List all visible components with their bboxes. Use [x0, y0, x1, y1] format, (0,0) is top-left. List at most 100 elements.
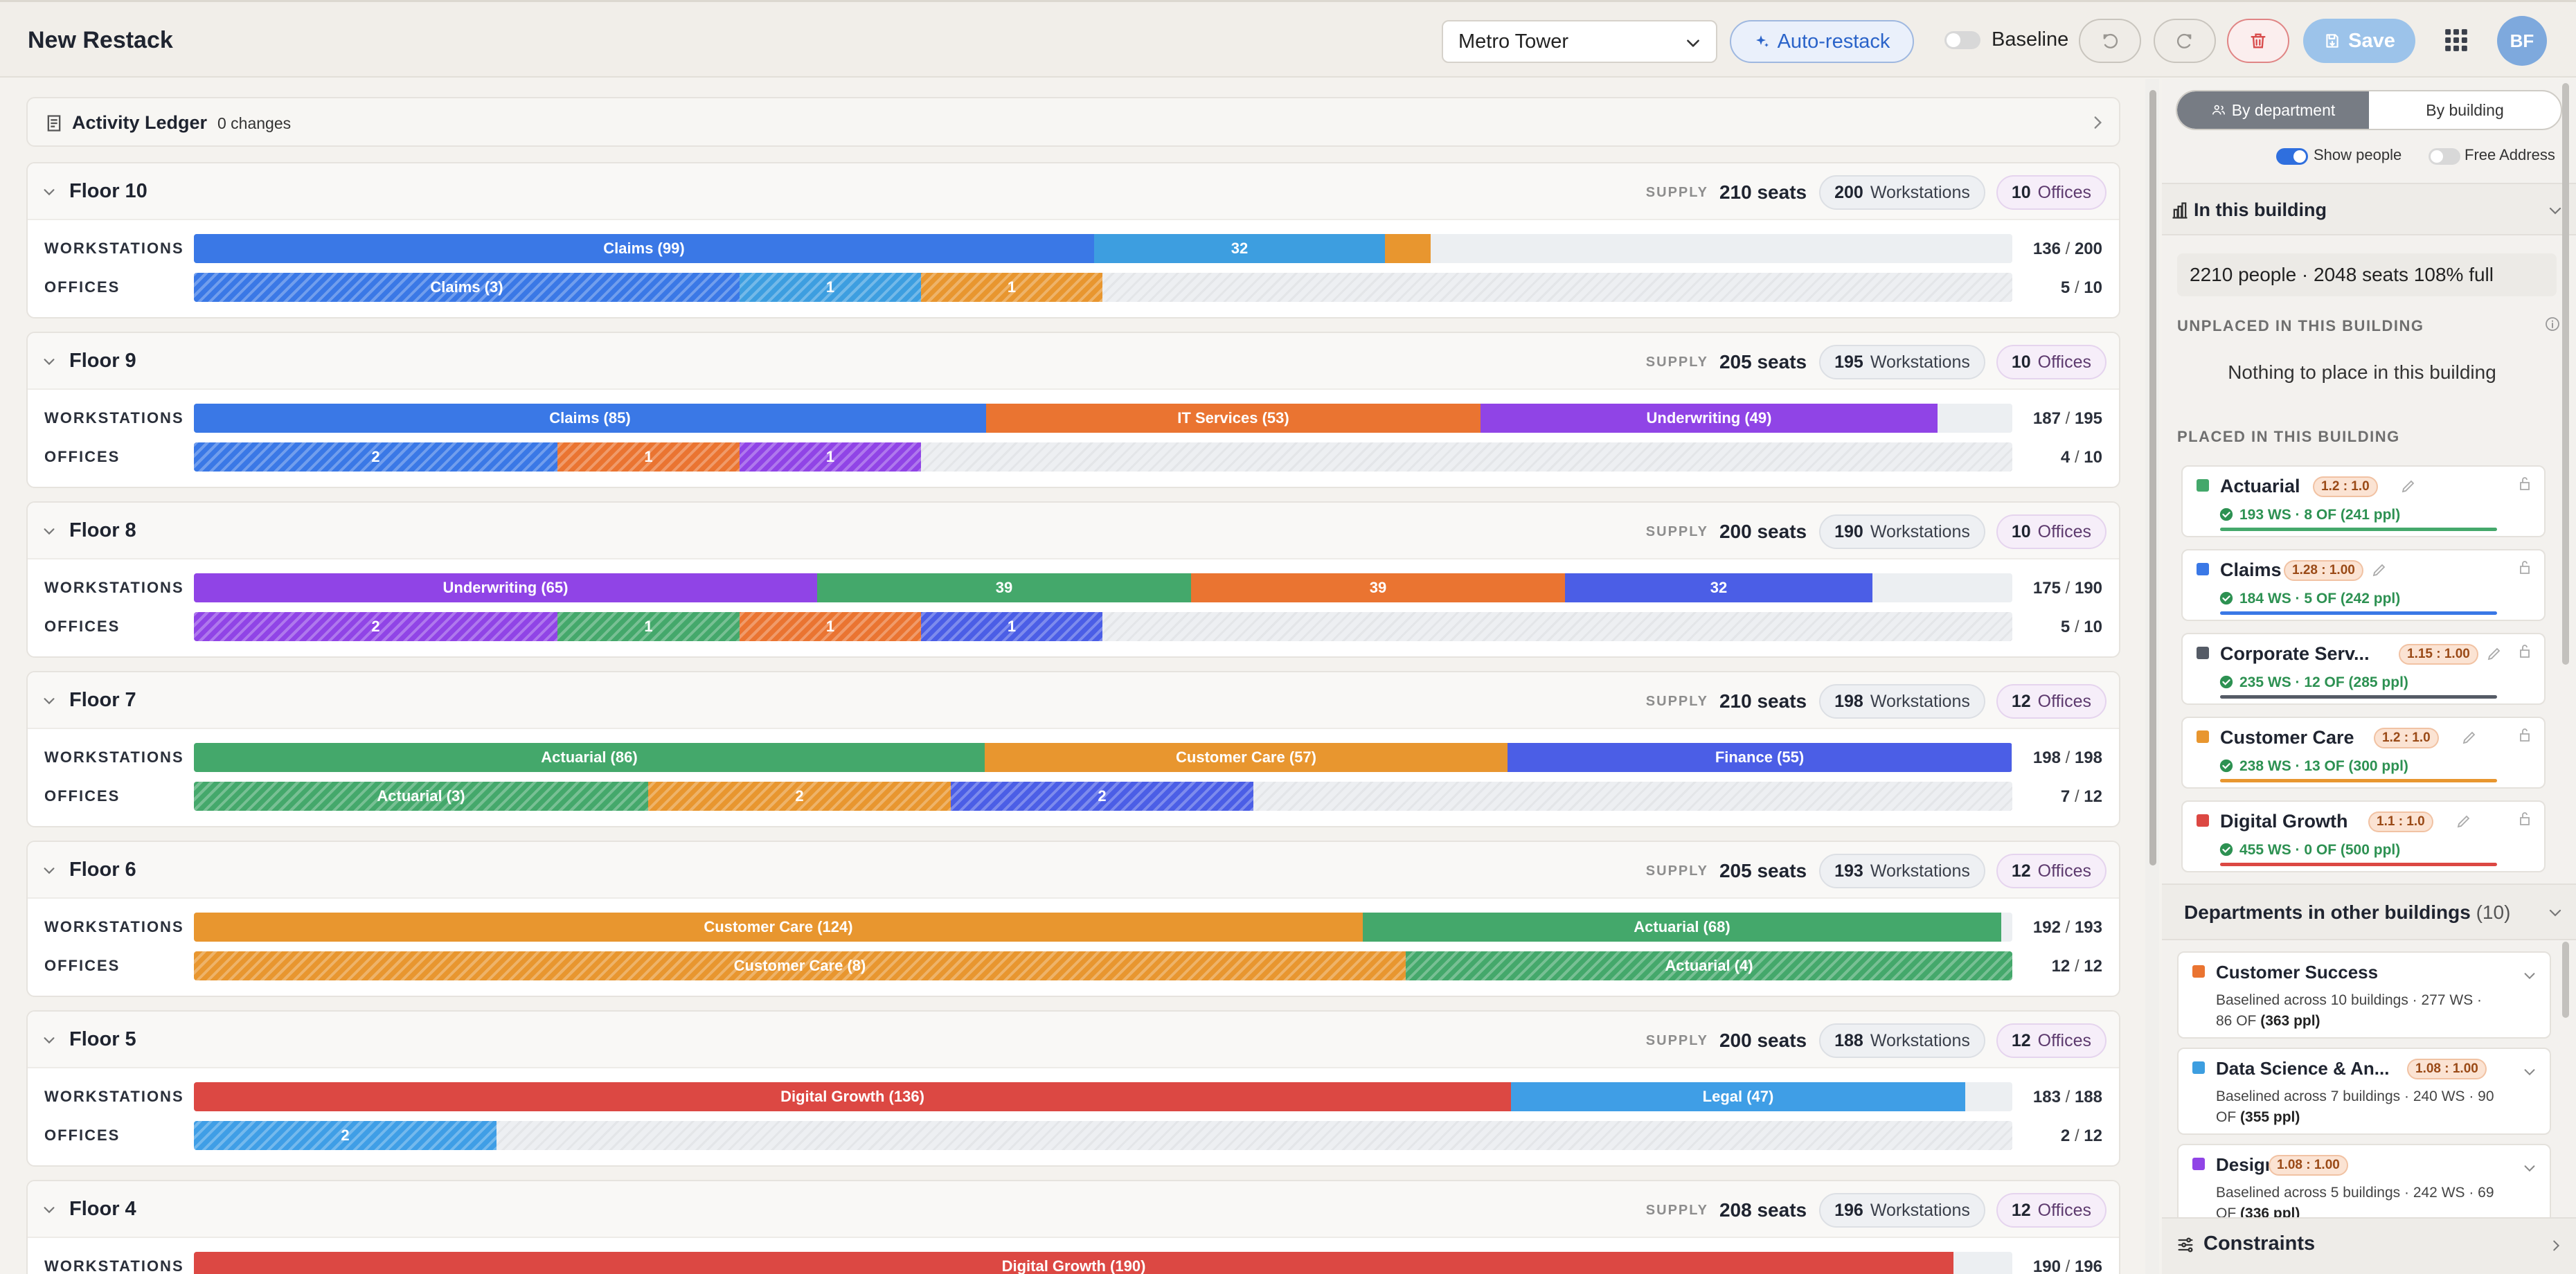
unlock-icon[interactable] — [2516, 475, 2533, 492]
placed-department-card[interactable]: Claims 1.28 : 1.00 184 WS · 5 OF (242 pp… — [2181, 549, 2546, 621]
offices-bar[interactable]: 2 — [194, 1121, 2012, 1150]
department-segment[interactable]: Claims (3) — [194, 273, 740, 302]
department-segment[interactable]: Customer Care (8) — [194, 951, 1406, 980]
other-department-card[interactable]: Customer Success Baselined across 10 bui… — [2177, 951, 2551, 1039]
department-segment[interactable]: Customer Care (124) — [194, 913, 1363, 942]
chevron-down-icon[interactable] — [42, 693, 57, 708]
placed-department-card[interactable]: Actuarial 1.2 : 1.0 193 WS · 8 OF (241 p… — [2181, 465, 2546, 537]
department-segment[interactable]: Claims (99) — [194, 234, 1094, 263]
floor-header[interactable]: Floor 8 SUPPLY 200 seats 190 Workstations… — [28, 503, 2119, 559]
department-segment[interactable]: 32 — [1565, 573, 1872, 602]
workstations-bar[interactable]: Claims (85) IT Services (53) Underwriting … — [194, 404, 2012, 433]
department-segment[interactable]: IT Services (53) — [986, 404, 1481, 433]
department-segment[interactable]: 2 — [194, 442, 557, 472]
chevron-down-icon[interactable] — [42, 523, 57, 539]
other-department-card[interactable]: Design 1.08 : 1.00 Baselined across 5 bu… — [2177, 1144, 2551, 1231]
department-segment[interactable]: 2 — [951, 782, 1253, 811]
pencil-icon[interactable] — [2456, 813, 2472, 829]
chevron-down-icon[interactable] — [42, 184, 57, 199]
unlock-icon[interactable] — [2516, 559, 2533, 575]
pencil-icon[interactable] — [2400, 478, 2417, 494]
department-segment[interactable]: Customer Care (57) — [985, 743, 1508, 772]
constraints-header[interactable]: Constraints — [2162, 1217, 2576, 1274]
chevron-down-icon[interactable] — [42, 354, 57, 369]
save-button[interactable]: Save — [2303, 19, 2415, 63]
apps-grid-icon[interactable] — [2443, 27, 2469, 53]
chevron-down-icon[interactable] — [2522, 968, 2537, 983]
department-segment[interactable]: 39 — [817, 573, 1191, 602]
floor-header[interactable]: Floor 6 SUPPLY 205 seats 193 Workstations… — [28, 842, 2119, 899]
department-segment[interactable]: 1 — [740, 612, 921, 641]
department-segment[interactable]: Digital Growth (190) — [194, 1252, 1953, 1274]
floor-header[interactable]: Floor 7 SUPPLY 210 seats 198 Workstations… — [28, 672, 2119, 729]
undo-button[interactable] — [2079, 19, 2141, 63]
offices-bar[interactable]: Claims (3) 1 1 — [194, 273, 2012, 302]
workstations-bar[interactable]: Digital Growth (136) Legal (47) — [194, 1082, 2012, 1111]
tab-by-department[interactable]: By department — [2177, 91, 2369, 129]
department-segment[interactable]: Underwriting (49) — [1481, 404, 1938, 433]
offices-bar[interactable]: Actuarial (3) 2 2 — [194, 782, 2012, 811]
pencil-icon[interactable] — [2371, 562, 2388, 578]
info-icon[interactable] — [2544, 316, 2561, 332]
placed-department-card[interactable]: Corporate Serv... 1.15 : 1.00 235 WS · 1… — [2181, 633, 2546, 705]
department-segment[interactable]: 2 — [194, 612, 557, 641]
floor-header[interactable]: Floor 4 SUPPLY 208 seats 196 Workstations… — [28, 1181, 2119, 1238]
chevron-down-icon[interactable] — [2522, 1160, 2537, 1176]
department-segment[interactable]: 32 — [1094, 234, 1385, 263]
chevron-down-icon[interactable] — [42, 863, 57, 878]
department-segment[interactable]: 2 — [194, 1121, 497, 1150]
show-people-toggle[interactable] — [2276, 148, 2308, 165]
building-select[interactable]: Metro Tower — [1442, 20, 1717, 63]
unlock-icon[interactable] — [2516, 643, 2533, 659]
chevron-down-icon[interactable] — [2522, 1064, 2537, 1079]
department-segment[interactable]: 1 — [740, 442, 921, 472]
other-list-scrollbar-thumb[interactable] — [2562, 942, 2569, 1018]
department-segment[interactable]: 1 — [557, 612, 740, 641]
workstations-bar[interactable]: Underwriting (65) 39 39 32 — [194, 573, 2012, 602]
chevron-down-icon[interactable] — [42, 1032, 57, 1048]
workstations-bar[interactable]: Digital Growth (190) — [194, 1252, 2012, 1274]
floor-card[interactable]: Floor 5 SUPPLY 200 seats 188 Workstations… — [26, 1010, 2120, 1167]
floor-card[interactable]: Floor 8 SUPPLY 200 seats 190 Workstations… — [26, 501, 2120, 658]
chevron-down-icon[interactable] — [42, 1202, 57, 1217]
floor-header[interactable]: Floor 9 SUPPLY 205 seats 195 Workstations… — [28, 333, 2119, 390]
placed-department-card[interactable]: Customer Care 1.2 : 1.0 238 WS · 13 OF (… — [2181, 717, 2546, 789]
department-segment[interactable]: Actuarial (68) — [1363, 913, 2001, 942]
department-segment[interactable]: 1 — [557, 442, 740, 472]
floor-card[interactable]: Floor 9 SUPPLY 205 seats 195 Workstations… — [26, 332, 2120, 488]
unlock-icon[interactable] — [2516, 810, 2533, 827]
department-segment[interactable]: Underwriting (65) — [194, 573, 817, 602]
workstations-bar[interactable]: Actuarial (86) Customer Care (57) Finance … — [194, 743, 2012, 772]
pencil-icon[interactable] — [2461, 729, 2478, 746]
redo-button[interactable] — [2154, 19, 2216, 63]
unlock-icon[interactable] — [2516, 726, 2533, 743]
department-segment[interactable]: Digital Growth (136) — [194, 1082, 1511, 1111]
department-segment[interactable]: 1 — [921, 612, 1102, 641]
floor-card[interactable]: Floor 7 SUPPLY 210 seats 198 Workstations… — [26, 671, 2120, 827]
department-segment[interactable] — [1385, 234, 1431, 263]
floor-header[interactable]: Floor 5 SUPPLY 200 seats 188 Workstations… — [28, 1012, 2119, 1068]
department-segment[interactable]: Finance (55) — [1508, 743, 2012, 772]
floor-card[interactable]: Floor 4 SUPPLY 208 seats 196 Workstations… — [26, 1180, 2120, 1274]
department-segment[interactable]: Actuarial (3) — [194, 782, 648, 811]
view-toggle[interactable]: By department By building — [2176, 90, 2562, 130]
main-scrollbar-thumb[interactable] — [2149, 90, 2156, 865]
free-address-toggle[interactable] — [2429, 148, 2460, 165]
side-scrollbar-thumb[interactable] — [2562, 83, 2569, 665]
floor-card[interactable]: Floor 10 SUPPLY 210 seats 200 Workstation… — [26, 162, 2120, 318]
activity-ledger[interactable]: Activity Ledger 0 changes — [26, 97, 2120, 147]
department-segment[interactable]: Claims (85) — [194, 404, 986, 433]
other-department-card[interactable]: Data Science & An... 1.08 : 1.00 Baselin… — [2177, 1048, 2551, 1135]
floor-card[interactable]: Floor 6 SUPPLY 205 seats 193 Workstations… — [26, 841, 2120, 997]
avatar[interactable]: BF — [2497, 16, 2547, 66]
workstations-bar[interactable]: Claims (99) 32 — [194, 234, 2012, 263]
placed-department-card[interactable]: Digital Growth 1.1 : 1.0 455 WS · 0 OF (… — [2181, 800, 2546, 872]
department-segment[interactable]: 2 — [648, 782, 951, 811]
baseline-toggle[interactable] — [1944, 31, 1980, 49]
department-segment[interactable]: 1 — [740, 273, 921, 302]
floor-header[interactable]: Floor 10 SUPPLY 210 seats 200 Workstation… — [28, 163, 2119, 220]
department-segment[interactable]: Actuarial (86) — [194, 743, 985, 772]
department-segment[interactable]: 1 — [921, 273, 1102, 302]
